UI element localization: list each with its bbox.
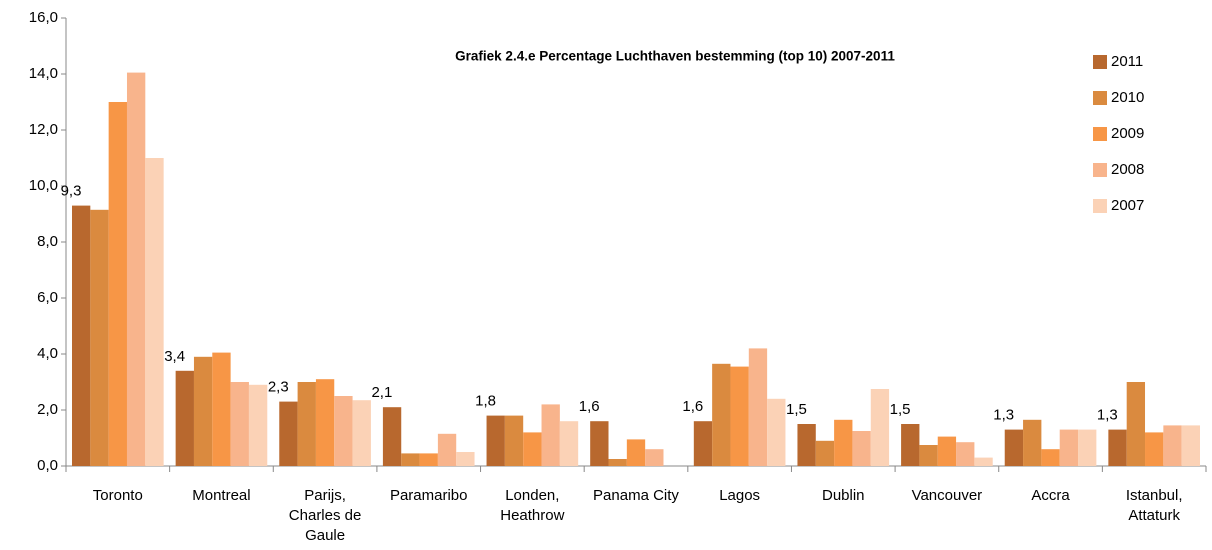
data-label: 1,5 bbox=[890, 401, 911, 418]
bar bbox=[248, 384, 268, 466]
bar bbox=[175, 370, 194, 466]
bar bbox=[834, 419, 853, 466]
x-tick-label: Dublin bbox=[822, 487, 865, 504]
bar bbox=[279, 401, 298, 466]
bar bbox=[352, 400, 371, 466]
bar bbox=[1078, 429, 1097, 466]
bar bbox=[1004, 429, 1024, 466]
bar bbox=[730, 366, 749, 466]
bar bbox=[1181, 425, 1200, 466]
legend-label: 2007 bbox=[1111, 197, 1144, 214]
bar bbox=[645, 449, 664, 466]
legend-swatch bbox=[1093, 91, 1107, 105]
bar bbox=[1108, 429, 1127, 466]
bar bbox=[815, 440, 835, 466]
data-label: 3,4 bbox=[164, 348, 185, 365]
bar bbox=[193, 356, 213, 466]
bar bbox=[334, 396, 353, 466]
x-tick-label: Lagos bbox=[719, 487, 761, 504]
x-tick-label: Paramaribo bbox=[389, 487, 468, 504]
bar bbox=[315, 379, 335, 466]
bar bbox=[541, 404, 560, 466]
legend-label: 2009 bbox=[1111, 125, 1144, 142]
bar bbox=[919, 445, 938, 466]
bar bbox=[486, 415, 505, 466]
bar bbox=[559, 421, 579, 466]
data-label: 1,3 bbox=[1097, 407, 1118, 424]
bar bbox=[852, 431, 871, 466]
bar bbox=[126, 72, 146, 466]
x-tick-label: Toronto bbox=[92, 487, 143, 504]
x-tick-label: Vancouver bbox=[911, 487, 983, 504]
legend-label: 2011 bbox=[1111, 53, 1143, 70]
bar bbox=[901, 424, 920, 466]
x-tick-label: Accra bbox=[1031, 487, 1070, 504]
legend-swatch bbox=[1093, 199, 1107, 213]
bar bbox=[937, 436, 957, 466]
bar bbox=[1041, 449, 1060, 466]
bar bbox=[1163, 425, 1182, 466]
data-label: 1,5 bbox=[786, 401, 807, 418]
bar bbox=[297, 382, 316, 466]
bar bbox=[145, 158, 164, 466]
bar bbox=[1145, 432, 1164, 466]
y-tick-label: 4,0 bbox=[37, 345, 58, 362]
y-tick-label: 6,0 bbox=[37, 289, 58, 306]
bar bbox=[956, 442, 975, 466]
data-label: 1,3 bbox=[993, 407, 1014, 424]
y-tick-label: 14,0 bbox=[29, 65, 58, 82]
bar bbox=[72, 205, 91, 466]
data-label: 1,6 bbox=[682, 398, 703, 415]
bar bbox=[437, 433, 457, 466]
data-label: 2,1 bbox=[371, 384, 392, 401]
y-tick-label: 0,0 bbox=[37, 457, 58, 474]
bar bbox=[870, 389, 890, 466]
legend-swatch bbox=[1093, 127, 1107, 141]
y-tick-label: 10,0 bbox=[29, 177, 58, 194]
bar bbox=[230, 382, 249, 466]
bar bbox=[974, 457, 993, 466]
bar bbox=[108, 102, 127, 466]
data-label: 1,6 bbox=[579, 398, 600, 415]
legend-swatch bbox=[1093, 163, 1107, 177]
bar bbox=[212, 352, 231, 466]
bar bbox=[456, 452, 475, 466]
bar bbox=[419, 453, 438, 466]
chart-title: Grafiek 2.4.e Percentage Luchthaven best… bbox=[455, 49, 895, 64]
bar bbox=[401, 453, 420, 466]
bar bbox=[712, 363, 731, 466]
bar bbox=[608, 459, 627, 466]
y-tick-label: 8,0 bbox=[37, 233, 58, 250]
x-tick-label: Panama City bbox=[593, 487, 679, 504]
bar bbox=[382, 407, 402, 466]
y-tick-label: 16,0 bbox=[29, 9, 58, 26]
legend-label: 2008 bbox=[1111, 161, 1144, 178]
bar bbox=[523, 432, 542, 466]
bar bbox=[748, 348, 768, 466]
bar bbox=[590, 421, 609, 466]
bar bbox=[693, 421, 713, 466]
data-label: 1,8 bbox=[475, 393, 496, 410]
data-label: 2,3 bbox=[268, 379, 289, 396]
x-tick-label: Londen, Heathrow bbox=[500, 487, 565, 524]
bar bbox=[767, 398, 786, 466]
y-tick-label: 2,0 bbox=[37, 401, 58, 418]
x-tick-label: Montreal bbox=[192, 487, 251, 504]
bar bbox=[1126, 382, 1146, 466]
bar bbox=[626, 439, 646, 466]
data-label: 9,3 bbox=[61, 183, 82, 200]
bar bbox=[1023, 419, 1042, 466]
y-tick-label: 12,0 bbox=[29, 121, 58, 138]
x-tick-label: Istanbul, Attaturk bbox=[1125, 487, 1183, 524]
bar bbox=[797, 424, 816, 466]
x-tick-label: Parijs, Charles de Gaule bbox=[288, 487, 362, 544]
bar bbox=[504, 415, 524, 466]
legend-label: 2010 bbox=[1111, 89, 1144, 106]
bar bbox=[90, 209, 109, 467]
legend-swatch bbox=[1093, 55, 1107, 69]
bar bbox=[1059, 429, 1079, 466]
